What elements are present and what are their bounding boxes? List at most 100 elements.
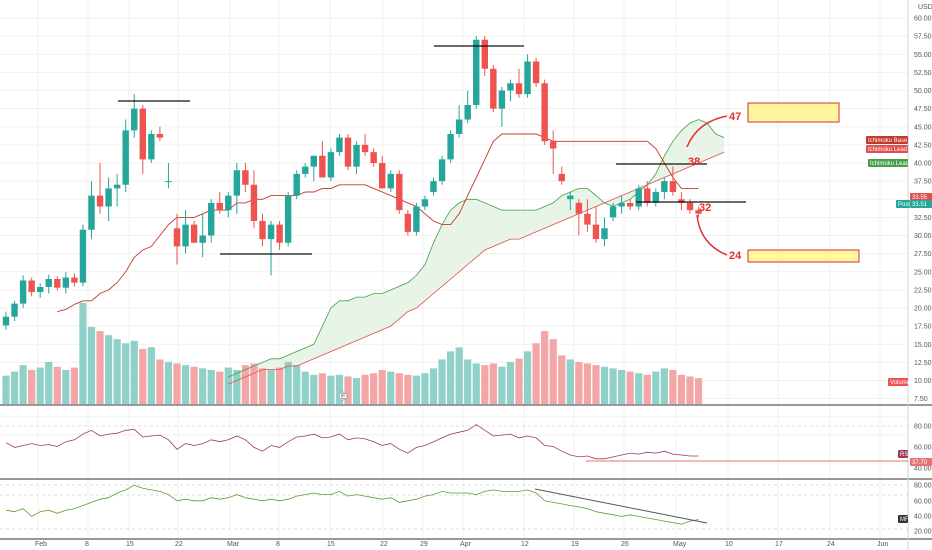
volume-bar [378, 369, 386, 404]
candle [498, 86, 506, 127]
candle [473, 36, 480, 109]
annotation-label: 24 [729, 250, 742, 262]
candles[interactable] [2, 36, 702, 330]
volume-bar [412, 375, 420, 404]
candle-body [404, 213, 412, 232]
candle [695, 206, 702, 218]
candle-body [473, 39, 480, 105]
candle-body [88, 195, 95, 230]
volume-bar [276, 367, 284, 404]
candle-body [661, 181, 668, 192]
candle-body [267, 224, 275, 240]
volume-bar [481, 365, 489, 404]
x-tick: 15 [327, 541, 335, 548]
volume-bar [558, 355, 566, 404]
badge-price-last-bg [910, 193, 932, 201]
badge-rsi-label-bg [898, 450, 908, 458]
candle-body [250, 184, 258, 221]
candle [19, 275, 27, 308]
x-tick: 10 [725, 541, 733, 548]
currency-label: USD [918, 4, 932, 11]
candle [242, 163, 249, 192]
x-tick: 8 [85, 541, 89, 548]
volume-bar [96, 331, 104, 404]
candle-body [327, 152, 335, 178]
candle [455, 105, 463, 138]
candle-body [379, 163, 386, 189]
volume-bar [344, 376, 352, 404]
volume-bar [429, 368, 438, 404]
badge-rsi-label-text: RSI [900, 452, 910, 458]
candle [310, 155, 317, 182]
earnings-marker-label: E [341, 394, 346, 401]
volume-bar [301, 371, 309, 404]
badge-post-price-bg [910, 200, 932, 208]
candle [11, 300, 18, 322]
volume-bar [618, 369, 626, 404]
candle [661, 177, 668, 200]
candle-body [19, 280, 27, 304]
price-tick: 20.00 [914, 306, 932, 313]
candle-body [225, 195, 232, 211]
candle-body [438, 159, 446, 182]
candle-body [190, 224, 198, 243]
candle-body [156, 134, 164, 138]
candle [618, 195, 625, 214]
candle-body [567, 195, 574, 200]
price-tick: 30.00 [914, 233, 932, 240]
volume-bars [2, 302, 703, 404]
candle [507, 79, 514, 102]
volume-bar [506, 361, 515, 404]
volume-bar [370, 373, 378, 404]
volume-bar [87, 327, 96, 404]
x-tick: 8 [276, 541, 280, 548]
candle-body [45, 279, 52, 287]
badge-base-line-bg [866, 136, 908, 144]
candle [592, 206, 600, 243]
candle-body [336, 137, 343, 153]
volume-bar [626, 371, 634, 404]
volume-bar [233, 369, 241, 404]
volume-bar [523, 351, 532, 404]
volume-bar [53, 366, 61, 404]
candle [601, 217, 608, 247]
candle [148, 130, 155, 163]
candle-body [541, 83, 548, 142]
drawings[interactable]: 47 38 32 24 E [118, 45, 860, 401]
candle [113, 173, 121, 207]
candle [276, 221, 283, 250]
target-box-up [747, 102, 840, 123]
candle [524, 54, 531, 98]
price-tick: 60.00 [914, 16, 932, 23]
volume-bar [258, 368, 267, 404]
candle [182, 210, 189, 254]
candle-body [370, 152, 377, 163]
volume-bar [652, 371, 660, 404]
badge-lead2: Ichimoku Lead 2 [866, 145, 913, 153]
volume-bar [224, 367, 232, 404]
candle-body [199, 235, 206, 243]
candle [28, 277, 35, 297]
badge-lead1-text: Ichimoku Lead 1 [870, 161, 915, 167]
candle-body [139, 108, 146, 160]
price-tick: 40.00 [914, 161, 932, 168]
candle [190, 221, 198, 243]
badge-rsi-value: 37.70 [910, 458, 932, 466]
volume-bar [207, 369, 215, 404]
candle-body [413, 206, 420, 232]
candle-body [353, 144, 360, 167]
candle [37, 283, 44, 298]
candle-body [37, 286, 44, 293]
price-tick: 7.50 [914, 396, 928, 403]
x-tick: 19 [571, 541, 579, 548]
candle-body [430, 181, 437, 192]
badge-lead2-bg [866, 145, 908, 153]
x-tick: 22 [175, 541, 183, 548]
candle [293, 170, 300, 200]
volume-bar [156, 359, 164, 404]
candle [635, 184, 642, 211]
projection-arc-down [696, 214, 728, 256]
candle-body [507, 83, 514, 91]
ichimoku-cloud [228, 119, 725, 385]
